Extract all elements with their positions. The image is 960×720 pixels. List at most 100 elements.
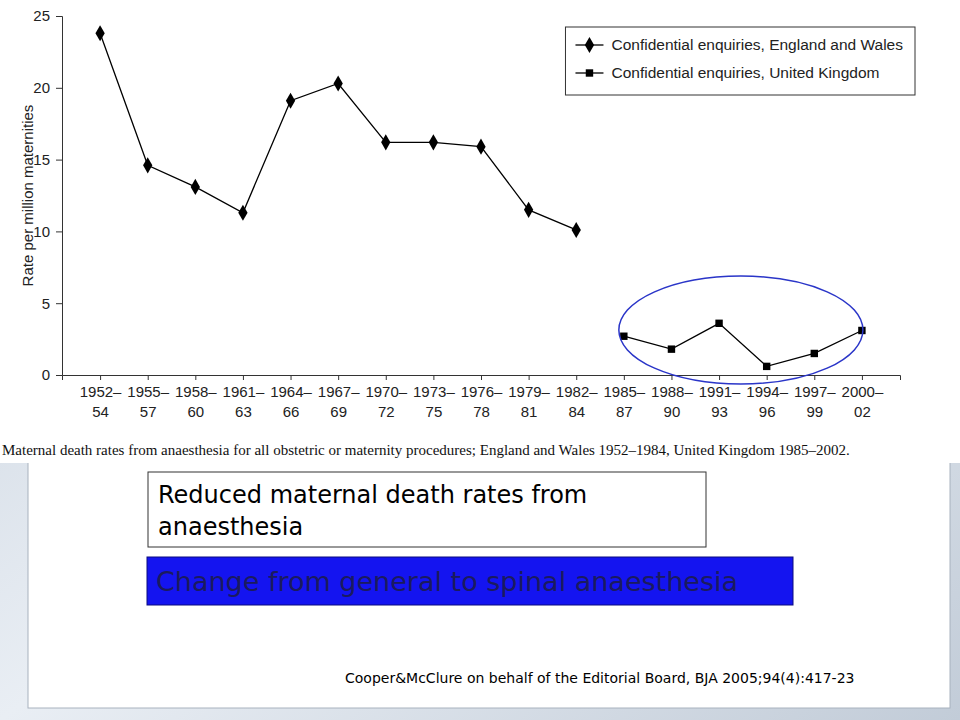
series-marker (811, 350, 818, 357)
y-axis: 0 5 10 15 20 25 (33, 7, 62, 383)
x-tick-label-line: 69 (330, 403, 347, 420)
x-tick-mark (671, 375, 672, 380)
x-tick-label-line: 99 (806, 403, 823, 420)
x-tick: 1967– 69 (318, 375, 360, 420)
y-tick: 0 (42, 366, 62, 383)
annotation-box (148, 472, 706, 547)
x-tick-label: 1955–57 (127, 383, 169, 420)
x-tick-label: 1979–81 (508, 383, 550, 420)
x-tick-mark (767, 375, 768, 380)
x-tick: 1970–72 (365, 375, 407, 420)
x-tick-label: 1961–63 (223, 383, 265, 420)
y-tick-mark (56, 160, 62, 161)
series-marker (524, 202, 533, 218)
x-tick-mark (243, 375, 244, 380)
x-tick-mark (433, 375, 434, 380)
y-axis-title: Rate per million maternities (19, 105, 36, 287)
x-tick-mark (719, 375, 720, 380)
chart-svg: 05101520251952–541955–571958–601961–6319… (0, 0, 960, 720)
series-marker (334, 75, 343, 91)
x-tick-label-line: 1961– (223, 383, 265, 400)
x-tick-label-line: 93 (711, 403, 728, 420)
series-line (100, 33, 576, 230)
x-tick-mark (291, 375, 292, 380)
series-marker (381, 134, 390, 150)
chart-caption: Maternal death rates from anaesthesia fo… (2, 442, 850, 458)
x-tick-label-line: 54 (92, 403, 109, 420)
x-tick: 1997– 99 (794, 375, 836, 420)
y-tick-label: 25 (33, 7, 50, 24)
x-tick-label: 1976– 78 (461, 383, 503, 420)
x-tick-label: 1964–66 (270, 383, 312, 420)
slide-background (0, 0, 960, 720)
series-marker (191, 179, 200, 195)
x-tick-mark (576, 375, 577, 380)
x-tick-label: 1967– 69 (318, 383, 360, 420)
x-tick-label-line: 1973– (413, 383, 455, 400)
x-tick-label-line: 1967– (318, 383, 360, 400)
series-marker (95, 25, 104, 41)
y-tick: 20 (33, 79, 62, 96)
chart-image-background (0, 0, 960, 463)
y-tick-label: 5 (42, 295, 50, 312)
x-tick-label: 1982–84 (556, 383, 598, 420)
x-tick-label-line: 60 (187, 403, 204, 420)
y-tick: 5 (42, 295, 62, 312)
x-tick: 1994– 96 (746, 375, 788, 420)
series-marker (763, 363, 770, 370)
x-tick-mark (481, 375, 482, 380)
x-tick-label-line: 84 (568, 403, 585, 420)
x-tick-label: 1973–75 (413, 383, 455, 420)
x-tick-mark (386, 375, 387, 380)
citation-text: Cooper&McClure on behalf of the Editoria… (345, 670, 854, 686)
annotation-highlight-box (147, 557, 793, 605)
x-tick-label-line: 1955– (127, 383, 169, 400)
x-tick-mark (862, 375, 863, 380)
y-tick-label: 20 (33, 79, 50, 96)
y-axis-line (56, 17, 63, 376)
x-tick-label-line: 1976– (461, 383, 503, 400)
legend-label: Confidential enquiries, United Kingdom (611, 64, 879, 81)
x-tick-label-line: 78 (473, 403, 490, 420)
x-tick: 1979–81 (508, 375, 550, 420)
annotation-highlight-text: Change from general to spinal anaesthesi… (156, 566, 738, 597)
series-marker (715, 320, 722, 327)
x-tick-label-line: 72 (378, 403, 395, 420)
x-tick-label-line: 2000– (842, 383, 884, 400)
series-marker (429, 134, 438, 150)
series-marker (286, 93, 295, 109)
x-tick-label: 1970–72 (365, 383, 407, 420)
highlight-ellipse (619, 276, 863, 384)
x-tick-label: 1952–54 (80, 383, 122, 420)
x-tick-label-line: 1994– (746, 383, 788, 400)
chart-container: 05101520251952–541955–571958–601961–6319… (0, 0, 960, 720)
legend-label: Confidential enquiries, England and Wale… (611, 36, 903, 53)
x-tick-label-line: 1991– (699, 383, 741, 400)
legend-box (565, 27, 915, 95)
series-marker (238, 205, 247, 221)
x-tick-label: 1988–90 (651, 383, 693, 420)
annotation-text: Reduced maternal death rates from anaesth… (158, 481, 587, 541)
x-tick-label-line: 02 (854, 403, 871, 420)
x-tick-mark (529, 375, 530, 380)
x-tick-label-line: 87 (616, 403, 633, 420)
x-tick-label-line: 1985– (603, 383, 645, 400)
y-tick-mark (56, 303, 62, 304)
x-tick-label: 1958–60 (175, 383, 217, 420)
x-tick-label-line: 1997– (794, 383, 836, 400)
series-marker (668, 345, 675, 352)
x-tick-mark (148, 375, 149, 380)
series-marker (858, 327, 865, 334)
annotation-line: Reduced maternal death rates from (158, 481, 587, 509)
y-tick: 10 (33, 223, 62, 240)
y-tick-label: 0 (42, 366, 50, 383)
y-tick-mark (56, 88, 62, 89)
x-tick: 1988–90 (651, 375, 693, 420)
annotation-line: anaesthesia (158, 513, 303, 541)
x-tick-label-line: 1988– (651, 383, 693, 400)
y-tick: 15 (33, 151, 62, 168)
x-tick-mark (100, 375, 101, 380)
x-tick: 2000– 02 (842, 375, 884, 420)
x-tick-label-line: 96 (759, 403, 776, 420)
x-tick: 1955–57 (127, 375, 169, 420)
